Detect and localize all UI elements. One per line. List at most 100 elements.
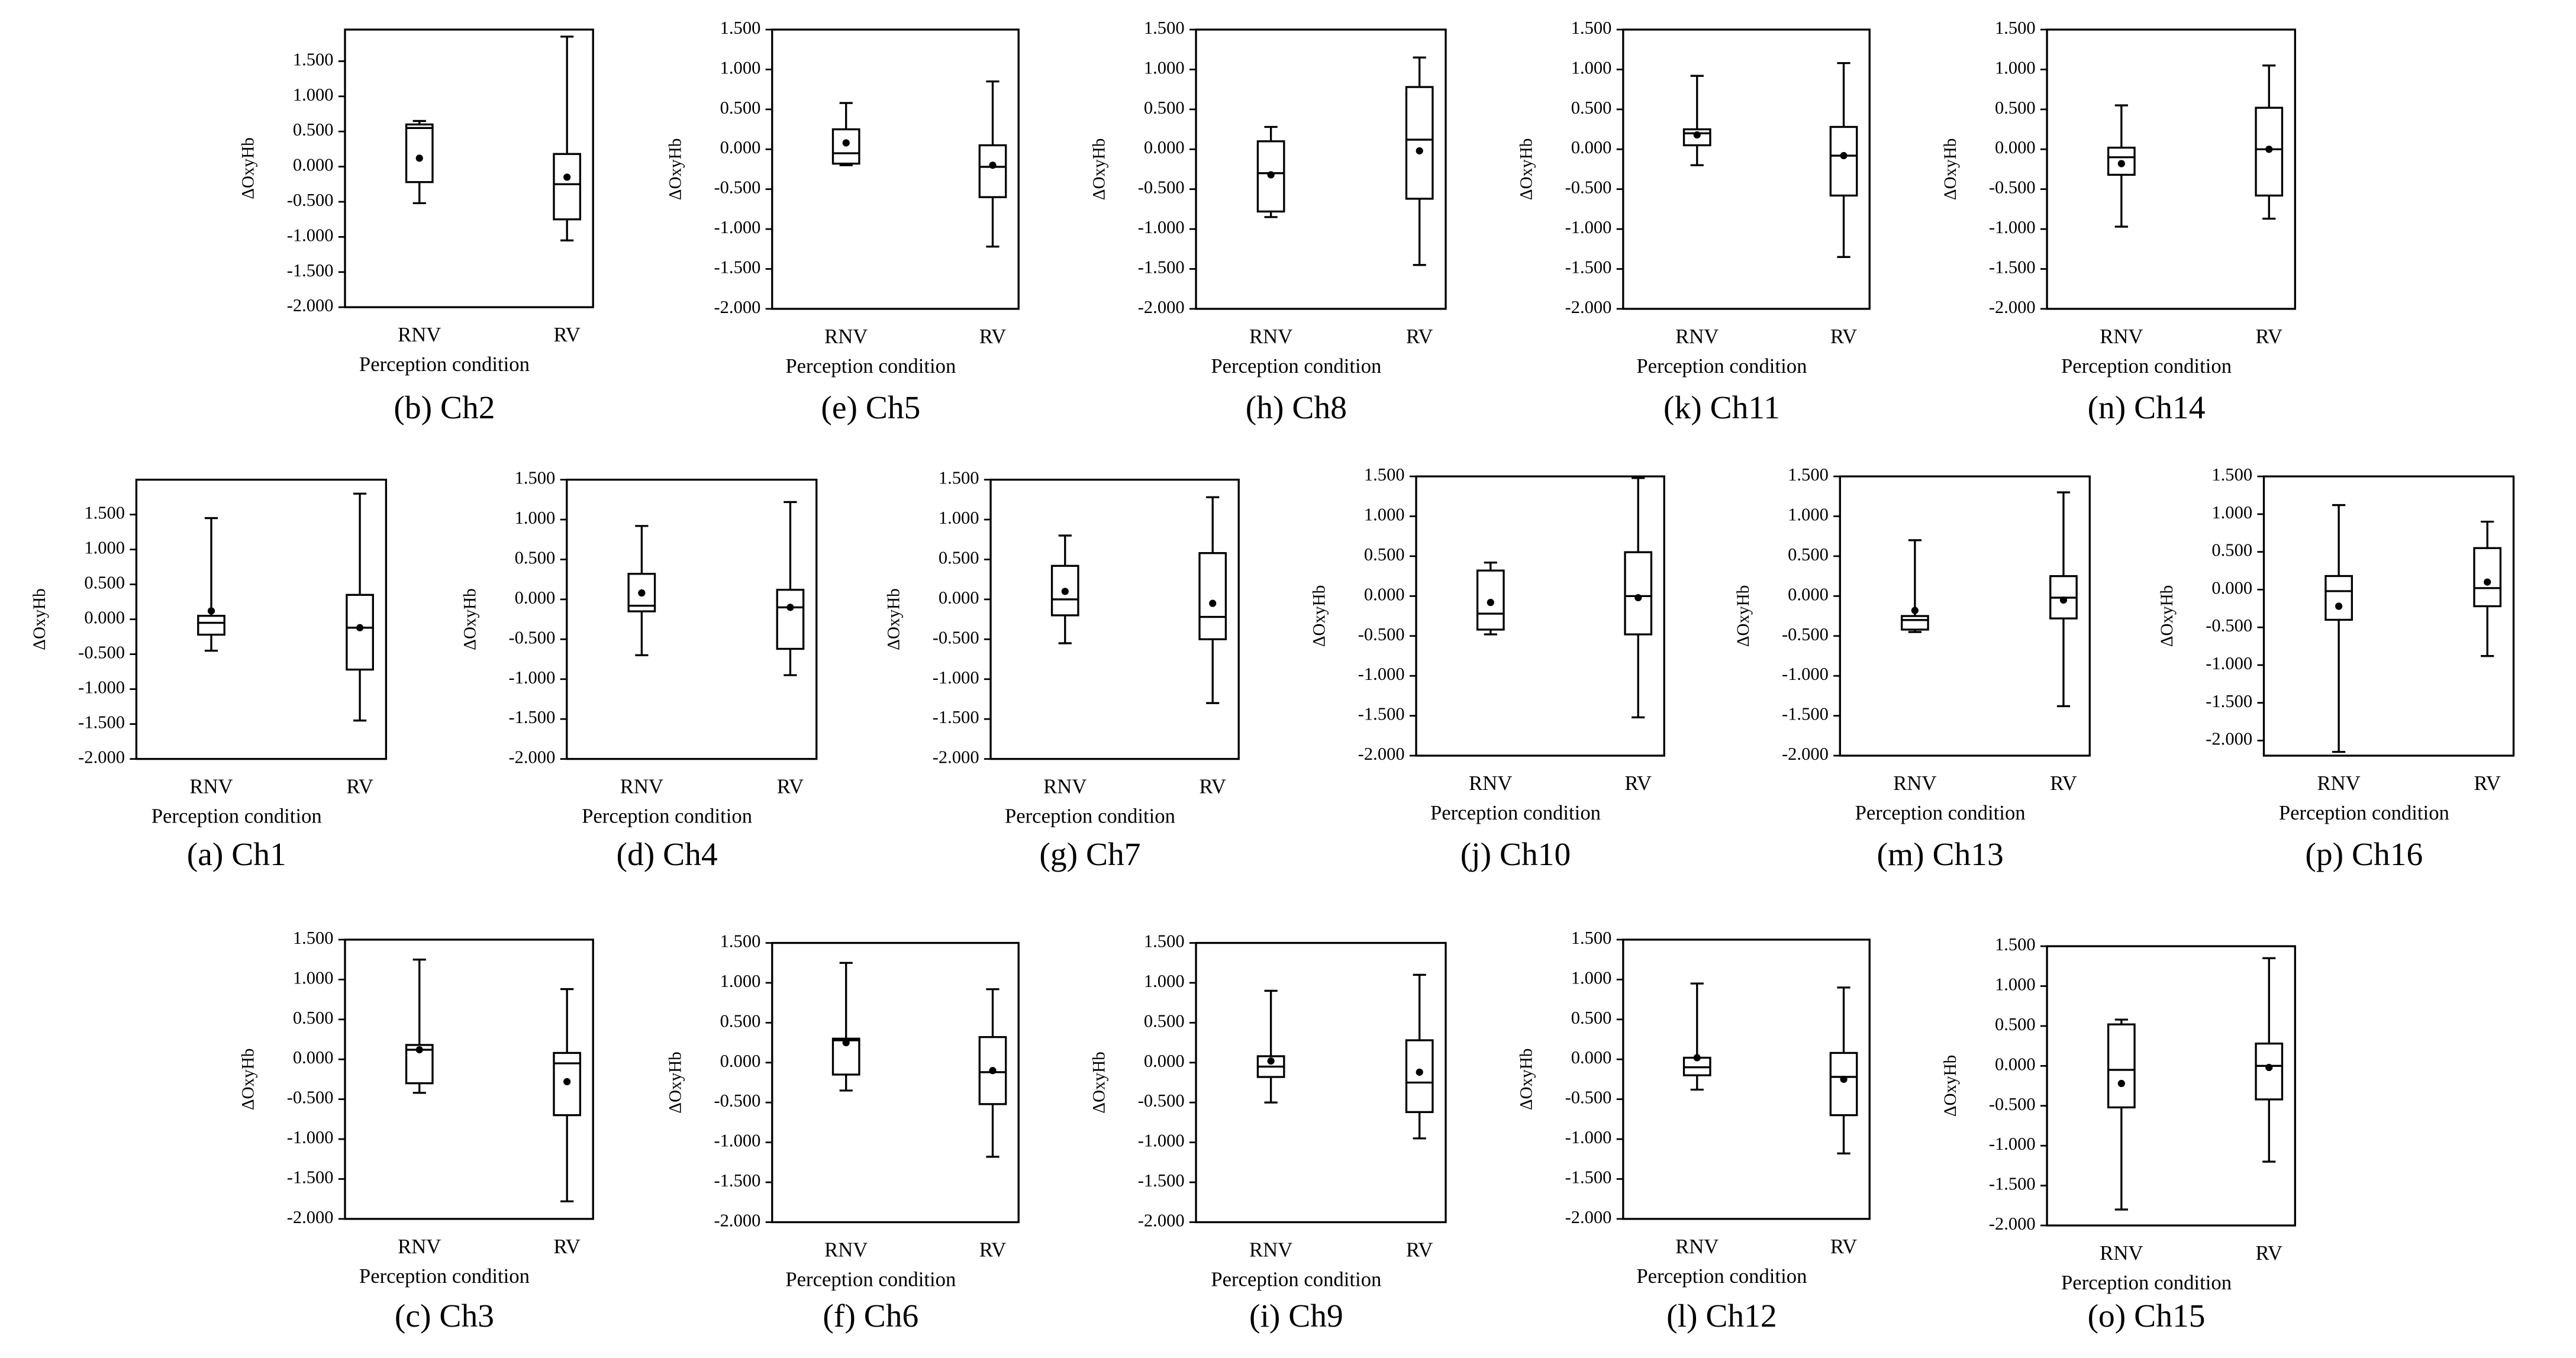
y-tick-label: -0.500 xyxy=(2206,615,2252,636)
y-tick-label: 0.500 xyxy=(2211,540,2252,560)
y-tick-label: -2.000 xyxy=(1138,1210,1185,1230)
y-tick-label: 1.500 xyxy=(720,931,761,951)
plot-frame xyxy=(566,478,818,760)
x-tick-label: RNV xyxy=(189,775,233,798)
mean-marker xyxy=(563,1078,571,1086)
y-tick-label: 0.000 xyxy=(1144,137,1185,157)
y-tick-label: -2.000 xyxy=(2206,729,2252,749)
y-tick-label: -0.500 xyxy=(509,627,556,647)
box xyxy=(553,153,582,221)
plot-frame xyxy=(1415,475,1665,757)
y-tick-label: 1.000 xyxy=(1571,967,1612,988)
panel-caption: (g) Ch7 xyxy=(1039,837,1140,873)
x-axis-label: Perception condition xyxy=(1430,801,1601,824)
y-tick-label: -1.000 xyxy=(1138,1131,1185,1151)
panel: 1.500 1.000 0.500 0.000 -0.500 -1.000 -1.500 -2… xyxy=(666,18,1020,426)
y-axis-label: ΔOxyHb xyxy=(2158,585,2177,647)
x-tick-label: RV xyxy=(553,323,580,346)
y-tick-label: -1.500 xyxy=(714,257,761,278)
y-tick-label: -1.000 xyxy=(1565,217,1612,237)
y-tick-label: -2.000 xyxy=(1565,1207,1612,1227)
y-tick-label: 1.000 xyxy=(515,508,556,528)
x-tick-label: RNV xyxy=(398,323,441,346)
y-tick-label: -2.000 xyxy=(1138,297,1185,317)
x-tick-label: RV xyxy=(1406,1238,1433,1261)
box xyxy=(1901,615,1929,631)
y-tick-label: -1.500 xyxy=(1138,1170,1185,1191)
box xyxy=(1256,140,1285,213)
y-tick-label: 1.000 xyxy=(1995,57,2036,78)
x-axis-label: Perception condition xyxy=(2279,801,2449,824)
y-tick-label: 0.500 xyxy=(1364,544,1405,565)
y-tick-label: 1.500 xyxy=(1788,465,1829,485)
y-tick-label: 0.000 xyxy=(1571,1047,1612,1067)
y-tick-label: -1.000 xyxy=(933,667,979,688)
mean-marker xyxy=(1061,588,1069,595)
panel-caption: (h) Ch8 xyxy=(1246,390,1347,426)
y-tick-label: -0.500 xyxy=(1989,1094,2036,1114)
y-tick-label: -1.500 xyxy=(1782,704,1829,724)
box xyxy=(831,128,860,165)
x-tick-label: RV xyxy=(2050,772,2077,795)
y-tick-label: -1.500 xyxy=(1358,704,1405,724)
panel: 1.500 1.000 0.500 0.000 -0.500 -1.000 -1.500 -2… xyxy=(460,468,818,873)
y-tick-label: -1.500 xyxy=(1565,257,1612,278)
x-axis-label: Perception condition xyxy=(785,1267,956,1291)
mean-marker xyxy=(1267,1057,1275,1065)
y-tick-label: 1.000 xyxy=(84,538,125,558)
y-axis-label: ΔOxyHb xyxy=(239,1049,258,1110)
y-tick-label: 0.000 xyxy=(84,608,125,628)
y-axis-label: ΔOxyHb xyxy=(1090,1051,1109,1113)
y-tick-label: 1.000 xyxy=(293,967,334,988)
y-tick-label: -1.000 xyxy=(714,1131,761,1151)
y-tick-label: 1.000 xyxy=(293,85,334,105)
y-tick-label: -2.000 xyxy=(714,297,761,317)
box xyxy=(1405,1039,1434,1114)
y-tick-label: -1.000 xyxy=(287,225,334,245)
x-tick-label: RNV xyxy=(1893,772,1936,795)
y-tick-label: 0.500 xyxy=(1144,98,1185,118)
x-axis-label: Perception condition xyxy=(785,354,956,378)
mean-marker xyxy=(2265,146,2273,153)
y-tick-label: 1.500 xyxy=(939,468,979,488)
x-axis-label: Perception condition xyxy=(2061,354,2232,378)
x-tick-label: RV xyxy=(1830,1235,1857,1258)
box xyxy=(2473,547,2502,608)
x-tick-label: RNV xyxy=(1043,775,1087,798)
panel: 1.500 1.000 0.500 0.000 -0.500 -1.000 -1.500 -2… xyxy=(1517,928,1871,1334)
y-tick-label: 0.500 xyxy=(1788,544,1829,565)
y-tick-label: 0.500 xyxy=(720,98,761,118)
y-tick-label: 0.000 xyxy=(939,588,979,608)
mean-marker xyxy=(207,607,215,615)
y-tick-label: -1.000 xyxy=(1138,217,1185,237)
y-tick-label: 0.500 xyxy=(293,120,334,140)
y-tick-label: 0.000 xyxy=(1364,584,1405,604)
y-tick-label: -1.500 xyxy=(933,707,979,727)
mean-marker xyxy=(842,1038,850,1047)
mean-marker xyxy=(2484,578,2491,586)
panel-caption: (j) Ch10 xyxy=(1461,837,1571,873)
x-tick-label: RV xyxy=(1199,775,1226,798)
x-axis-label: Perception condition xyxy=(582,805,752,828)
plot-frame xyxy=(1195,941,1447,1224)
box xyxy=(346,593,374,671)
y-tick-label: -1.000 xyxy=(287,1127,334,1147)
y-tick-label: 0.000 xyxy=(1995,1054,2036,1074)
x-tick-label: RV xyxy=(1625,772,1652,795)
mean-marker xyxy=(1487,599,1494,607)
panel-caption: (l) Ch12 xyxy=(1666,1298,1777,1334)
y-tick-label: 1.500 xyxy=(293,928,334,948)
y-tick-label: 0.000 xyxy=(293,1047,334,1067)
panel-caption: (c) Ch3 xyxy=(395,1298,494,1334)
mean-marker xyxy=(1634,593,1642,602)
panel: 1.500 1.000 0.500 0.000 -0.500 -1.000 -1.500 -2… xyxy=(666,931,1020,1334)
x-tick-label: RV xyxy=(1406,325,1433,348)
mean-marker xyxy=(1693,1054,1701,1062)
y-tick-label: -2.000 xyxy=(287,1207,334,1227)
mean-marker xyxy=(842,139,850,147)
y-tick-label: -0.500 xyxy=(1138,1091,1185,1111)
x-tick-label: RNV xyxy=(824,325,868,348)
x-tick-label: RV xyxy=(2256,1241,2282,1265)
panel: 1.500 1.000 0.500 0.000 -0.500 -1.000 -1.500 -2… xyxy=(1734,465,2091,873)
